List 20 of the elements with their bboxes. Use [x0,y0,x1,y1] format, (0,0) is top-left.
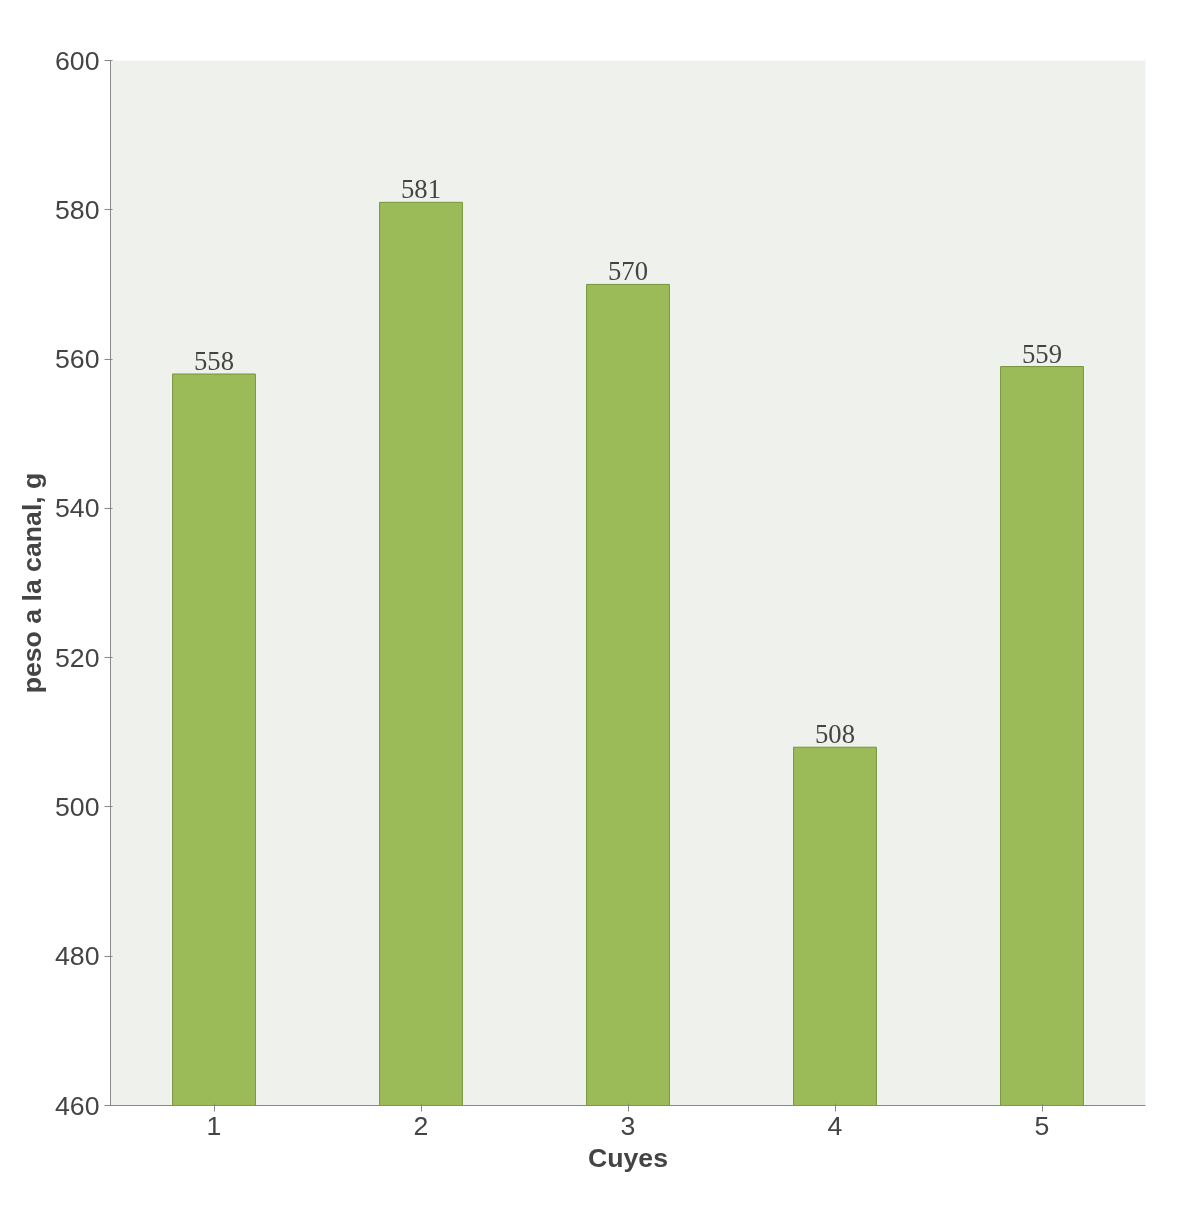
y-tick-label: 520 [55,642,100,673]
y-axis-title: peso a la canal, g [17,472,48,694]
data-label: 558 [194,346,234,376]
x-tick-label: 3 [620,1110,636,1141]
y-tick-label: 560 [55,344,100,375]
x-tick-label: 4 [827,1110,843,1141]
data-label: 581 [401,174,441,205]
y-tick-label: 460 [55,1090,100,1121]
x-axis-title: Cuyes [588,1142,669,1173]
y-tick-label: 480 [55,941,100,972]
y-tick-label: 600 [55,45,100,76]
data-label: 508 [815,719,855,750]
x-tick-label: 1 [206,1110,222,1141]
data-label: 570 [608,256,648,287]
y-tick-label: 540 [55,493,100,524]
y-tick-label: 500 [55,791,100,822]
x-tick-label: 5 [1034,1110,1050,1141]
y-tick-label: 580 [55,194,100,225]
data-label: 559 [1022,338,1062,369]
x-tick-label: 2 [413,1110,429,1141]
